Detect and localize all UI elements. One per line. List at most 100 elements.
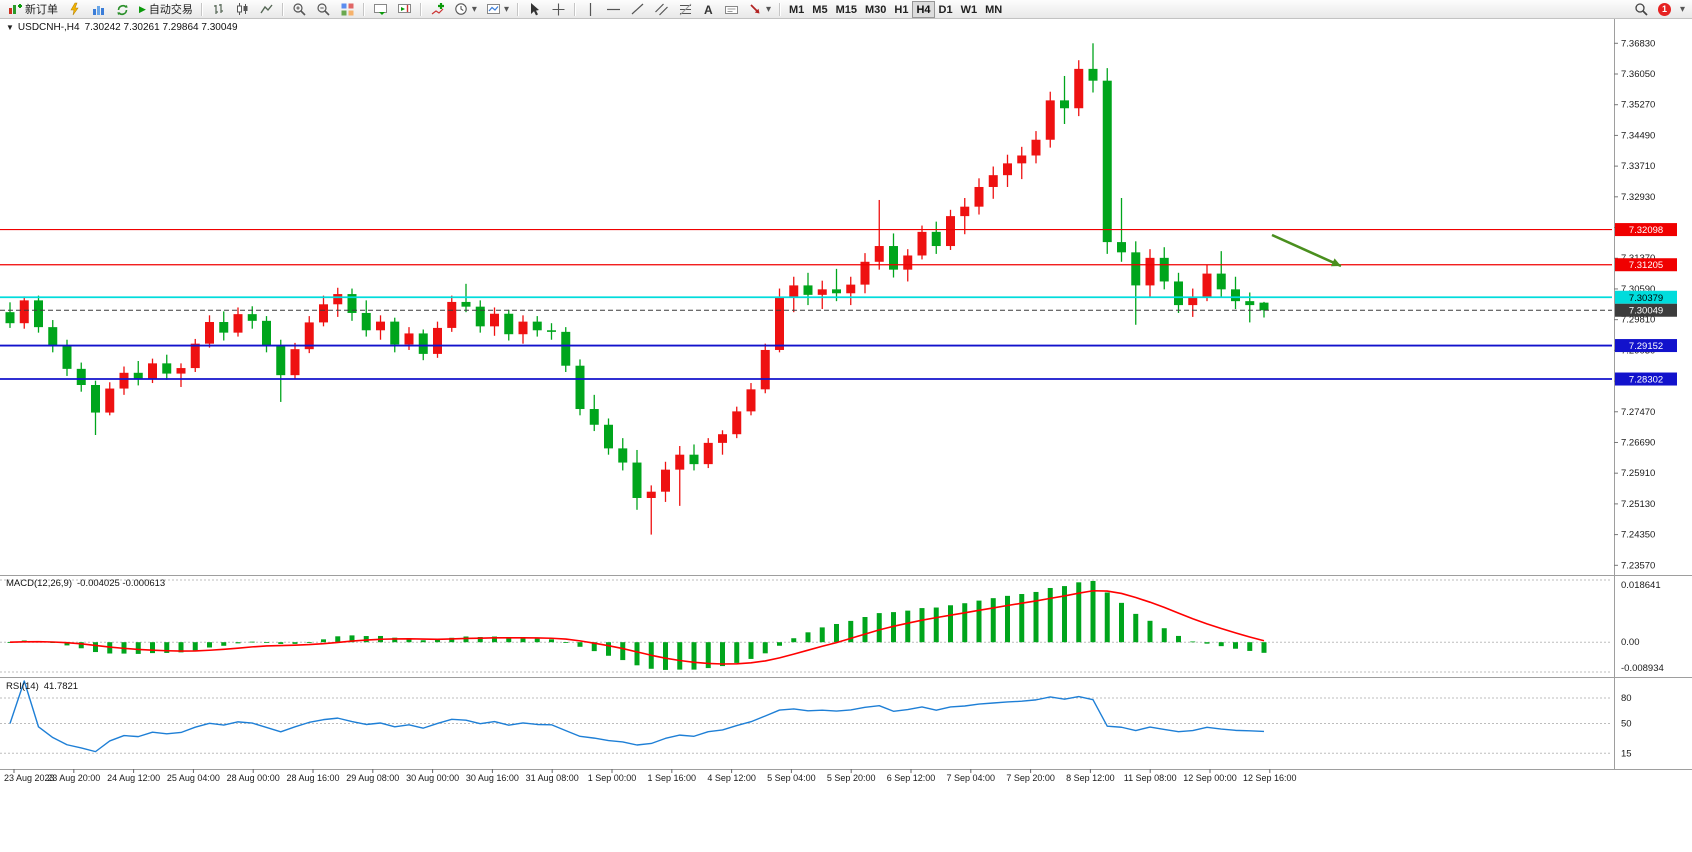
new-order-label: 新订单 [25,4,58,16]
svg-text:A: A [704,3,713,17]
rsi-line [9,680,1265,753]
auto-scroll-button[interactable] [369,1,392,18]
svg-text:24 Aug 12:00: 24 Aug 12:00 [107,773,160,783]
macd-axis-label: 0.018641 [1621,580,1661,591]
toolbar-overflow-button[interactable]: ▾ [1676,1,1689,18]
fibonacci-button[interactable] [674,1,697,18]
autotrading-play-icon: ▶ [139,3,146,14]
templates-button[interactable]: ▾ [482,1,513,18]
timeframe-button-h4[interactable]: H4 [912,1,935,19]
notification-badge: 1 [1657,2,1671,16]
svg-text:30 Aug 00:00: 30 Aug 00:00 [406,773,459,783]
equidistant-channel-button[interactable] [650,1,673,18]
text-button[interactable]: A [698,1,719,18]
timeframe-button-h1[interactable]: H1 [890,1,912,18]
toolbar-separator [200,2,203,16]
new-order-icon [9,3,22,14]
zoom-in-button[interactable] [288,1,311,18]
timeframe-button-w1[interactable]: W1 [957,1,982,18]
autotrading-button[interactable]: ▶ 自动交易 [135,1,197,18]
svg-text:6 Sep 12:00: 6 Sep 12:00 [887,773,936,783]
template-icon [486,3,500,14]
candles-layer [5,43,1269,535]
cursor-button[interactable] [523,1,546,18]
toolbar-separator [419,2,422,16]
arrows-button[interactable]: ▾ [744,1,775,18]
macd-name: MACD(12,26,9) [6,578,72,589]
candlestick-chart-button[interactable] [231,1,254,18]
timeframe-button-d1[interactable]: D1 [935,1,957,18]
chevron-down-icon: ▾ [471,3,477,15]
svg-text:7.26690: 7.26690 [1621,437,1655,448]
svg-text:7.29810: 7.29810 [1621,315,1655,326]
trendline-button[interactable] [626,1,649,18]
tile-windows-icon [341,3,354,15]
svg-text:8 Sep 12:00: 8 Sep 12:00 [1066,773,1115,783]
chart-window-button[interactable] [87,1,110,18]
clock-icon [455,2,467,15]
rsi-level-label: 50 [1621,719,1632,730]
toolbar-separator [779,2,782,16]
macd-values: -0.004025 -0.000613 [77,578,166,589]
price-level-badge-7.32098[interactable] [1615,223,1677,237]
notifications-button[interactable]: 1 [1654,1,1675,18]
svg-text:30 Aug 16:00: 30 Aug 16:00 [466,773,519,783]
crosshair-button[interactable] [547,1,570,18]
timeframe-button-m15[interactable]: M15 [832,1,861,18]
line-chart-button[interactable] [255,1,278,18]
zoom-out-button[interactable] [312,1,335,18]
rsi-value: 41.7821 [43,681,79,692]
svg-text:7.32098: 7.32098 [1629,225,1663,236]
vertical-line-icon [589,2,592,16]
timeframe-button-m1[interactable]: M1 [785,1,808,18]
timeframe-button-mn[interactable]: MN [981,1,1006,18]
refresh-button[interactable] [111,1,134,18]
metaeditor-button[interactable] [63,1,86,18]
rsi-level-label: 15 [1621,748,1632,759]
svg-text:28 Aug 00:00: 28 Aug 00:00 [227,773,280,783]
svg-text:7.33710: 7.33710 [1621,161,1655,172]
svg-text:7.28302: 7.28302 [1629,375,1663,386]
timeframe-button-m30[interactable]: M30 [861,1,890,18]
price-level-badge-7.31205[interactable] [1615,258,1677,272]
price-level-badge-7.29152[interactable] [1615,339,1677,353]
price-level-badge-7.28302[interactable] [1615,372,1677,386]
collapse-triangle-icon[interactable]: ▼ [6,23,14,32]
trend-arrow-annotation[interactable] [1271,233,1342,268]
new-order-button[interactable]: 新订单 [3,1,62,18]
chart-columns-icon [93,5,104,15]
rsi-level-label: 80 [1621,693,1632,704]
zoom-out-icon [317,2,330,16]
chart-shift-button[interactable] [393,1,416,18]
refresh-icon [117,4,128,15]
chevron-down-icon: ▾ [503,3,509,15]
vertical-line-button[interactable] [580,1,601,18]
svg-text:23 Aug 2023: 23 Aug 2023 [4,773,55,783]
indicators-button[interactable] [426,1,449,18]
timeframes-group: M1 M5 M15 M30 H1 H4 D1 W1 MN [785,0,1006,19]
price-level-badge-7.30049[interactable] [1615,303,1677,317]
periods-button[interactable]: ▾ [450,1,481,18]
svg-text:28 Aug 16:00: 28 Aug 16:00 [286,773,339,783]
bar-chart-button[interactable] [207,1,230,18]
macd-axis-label: 0.00 [1621,637,1640,648]
search-button[interactable] [1630,1,1653,18]
svg-text:7.32930: 7.32930 [1621,192,1655,203]
text-label-button[interactable] [720,1,743,18]
text-a-icon: A [704,3,713,17]
svg-text:7.25910: 7.25910 [1621,468,1655,479]
toolbar-separator [281,2,284,16]
tile-windows-button[interactable] [336,1,359,18]
svg-text:1 Sep 00:00: 1 Sep 00:00 [588,773,637,783]
toolbar-separator [516,2,519,16]
macd-histogram [7,580,1267,670]
price-level-badge-7.30379[interactable] [1615,290,1677,304]
timeframe-button-m5[interactable]: M5 [808,1,831,18]
svg-text:7.30379: 7.30379 [1629,293,1663,304]
svg-text:1 Sep 16:00: 1 Sep 16:00 [648,773,697,783]
horizontal-line-button[interactable] [602,1,625,18]
macd-signal-line [9,589,1265,665]
auto-scroll-icon [373,3,387,15]
